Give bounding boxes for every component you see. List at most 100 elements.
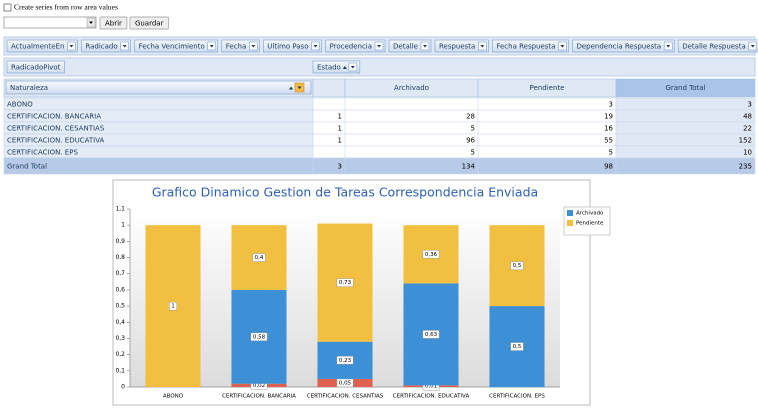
cell <box>615 109 756 123</box>
field-button-label: Fecha <box>226 43 247 51</box>
row-header <box>3 157 314 175</box>
cell <box>615 157 756 175</box>
cell <box>615 145 756 159</box>
field-button[interactable] <box>325 39 386 53</box>
column-header-label: Pendiente <box>530 84 565 92</box>
cell-value: 5 <box>609 149 613 157</box>
dropdown-arrow <box>313 45 318 48</box>
cell <box>312 145 346 159</box>
field-button[interactable] <box>434 39 489 53</box>
cell-value: 98 <box>604 163 613 171</box>
data-label: 0,36 <box>425 252 438 258</box>
dropdown-arrow <box>350 66 355 69</box>
cell-value: 5 <box>471 125 475 133</box>
data-label-box <box>510 342 524 351</box>
data-label-box <box>250 332 268 342</box>
cell <box>344 145 479 159</box>
cell-value: 10 <box>743 149 752 157</box>
column-header-label: Archivado <box>394 84 429 92</box>
chart-title: Grafico Dinamico Gestion de Tareas Corre… <box>152 185 538 200</box>
column-field-button[interactable] <box>312 60 361 74</box>
cell-value: 1 <box>338 113 342 121</box>
field-button[interactable] <box>81 39 131 53</box>
row-label: CERTIFICACION. CESANTIAS <box>7 125 105 133</box>
data-label-box <box>422 250 440 259</box>
cell <box>344 121 479 135</box>
field-button-label: Detalle <box>393 43 418 51</box>
cell <box>615 121 756 135</box>
field-button[interactable] <box>262 39 322 53</box>
cell-value: 5 <box>471 149 475 157</box>
legend-label: Archivado <box>576 211 604 217</box>
select-arrow <box>89 21 93 24</box>
field-button-label: Radicado <box>85 43 117 51</box>
cell <box>344 97 479 111</box>
field-button[interactable] <box>677 39 758 53</box>
y-tick-label: 0,7 <box>115 270 125 277</box>
column-header <box>312 78 346 98</box>
data-label: 0,02 <box>253 383 265 389</box>
cell-value: 19 <box>604 113 613 121</box>
toolbar-button[interactable] <box>129 16 169 30</box>
x-tick-label: CERTIFICACION. BANCARIA <box>222 394 296 400</box>
cell <box>312 97 346 111</box>
field-button-label: Procedencia <box>330 43 373 51</box>
legend-label: Pendiente <box>576 221 604 227</box>
column-field-label: Estado <box>317 64 341 72</box>
data-label-box <box>169 301 177 311</box>
data-label-box <box>422 330 440 339</box>
x-tick-label: CERTIFICACION. EPS <box>489 394 545 400</box>
cell-value: 3 <box>748 101 752 109</box>
y-tick-label: 0,9 <box>115 238 125 245</box>
row-field-button[interactable] <box>5 80 312 95</box>
cell-value: 3 <box>609 101 613 109</box>
cell <box>344 109 479 123</box>
dropdown-arrow <box>560 45 565 48</box>
column-header-label: Grand Total <box>665 84 705 92</box>
data-label: 0,58 <box>253 334 266 340</box>
y-tick-label: 1 <box>121 222 125 229</box>
cell-value: 134 <box>462 163 476 171</box>
sort-arrow <box>289 86 293 90</box>
field-button[interactable] <box>388 39 432 53</box>
cell-value: 48 <box>743 113 752 121</box>
field-button[interactable] <box>492 39 569 53</box>
data-label: 0,23 <box>339 358 352 364</box>
dropdown-arrow <box>122 45 127 48</box>
row-label: Grand Total <box>7 163 47 171</box>
legend-swatch <box>567 220 573 226</box>
data-label: 0,63 <box>425 332 438 338</box>
checkbox[interactable] <box>3 3 12 12</box>
dropdown-arrow <box>297 86 302 89</box>
data-label: 0,5 <box>513 344 522 350</box>
y-tick-label: 0,1 <box>115 367 125 374</box>
cell <box>477 109 617 123</box>
cell <box>477 97 617 111</box>
data-label-box <box>336 356 354 365</box>
legend-swatch <box>567 210 573 216</box>
data-label: 0,01 <box>425 384 437 390</box>
x-tick-label: ABONO <box>163 394 184 400</box>
x-tick-label: CERTIFICACION. CESANTIAS <box>307 394 384 400</box>
data-label: 0,5 <box>513 263 522 269</box>
data-field-button[interactable] <box>6 60 65 74</box>
dropdown-arrow <box>69 45 74 48</box>
cell-value: 1 <box>338 125 342 133</box>
select-box[interactable] <box>3 16 97 29</box>
data-label: 0,05 <box>339 380 352 386</box>
row-label: ABONO <box>7 101 33 109</box>
cell-value: 152 <box>739 137 752 145</box>
field-button[interactable] <box>572 39 675 53</box>
row-field-label: Naturaleza <box>10 84 48 92</box>
cell <box>477 133 617 147</box>
dropdown-arrow <box>750 45 755 48</box>
field-button-label: ActualmenteEn <box>11 43 64 51</box>
cell-value: 28 <box>466 113 475 121</box>
row-label: CERTIFICACION. EDUCATIVA <box>7 137 105 145</box>
y-tick-label: 0,3 <box>115 335 125 342</box>
field-button[interactable] <box>134 39 219 53</box>
cell <box>477 121 617 135</box>
field-button[interactable] <box>6 39 78 53</box>
dropdown-arrow <box>422 45 427 48</box>
toolbar-button[interactable] <box>99 16 128 30</box>
